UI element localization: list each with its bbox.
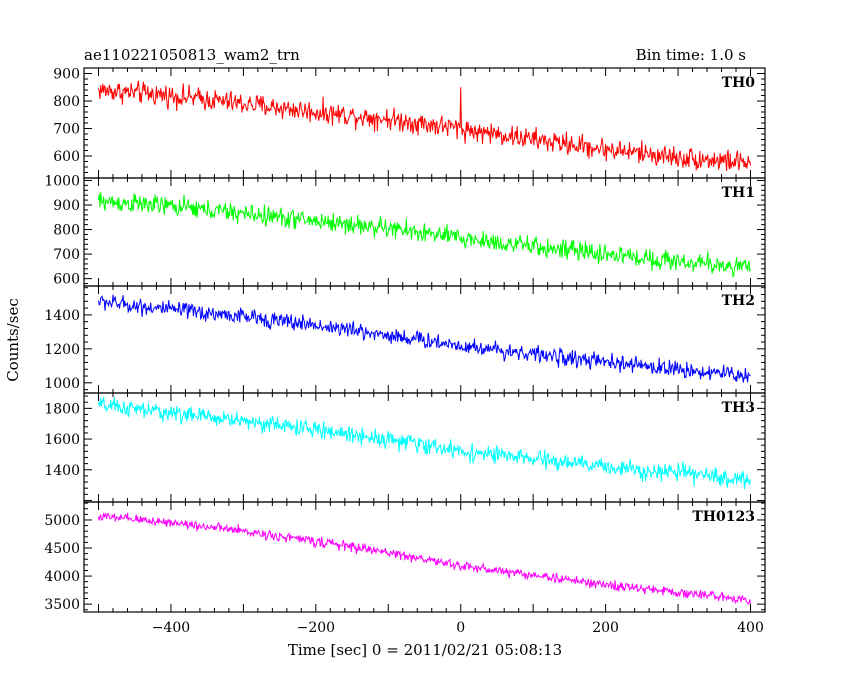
series-line-th0: [98, 80, 751, 171]
y-tick-label: 1800: [44, 401, 80, 417]
y-tick-label: 700: [53, 122, 80, 138]
y-tick-label: 4000: [44, 569, 80, 585]
series-line-th2: [98, 294, 751, 383]
y-tick-label: 3500: [44, 597, 80, 613]
y-tick-label: 600: [53, 149, 80, 165]
y-tick-label: 1400: [44, 308, 80, 324]
y-tick-label: 700: [53, 247, 80, 263]
chart-title: ae110221050813_wam2_trn: [84, 46, 300, 64]
y-tick-label: 900: [53, 67, 80, 83]
y-tick-label: 800: [53, 94, 80, 110]
series-line-th1: [98, 192, 751, 278]
y-tick-label: 600: [53, 272, 80, 288]
series-line-th0123: [98, 512, 751, 606]
panels-group: 600 700 800 900 TH0 600 700 800 900 1000 TH1 1000 12…: [44, 67, 766, 613]
y-tick-label: 800: [53, 223, 80, 239]
panel-th0: 600 700 800 900 TH0: [53, 67, 766, 179]
series-line-th3: [98, 396, 751, 490]
y-tick-label: 1000: [44, 173, 80, 189]
y-tick-label: 900: [53, 198, 80, 214]
panel-th0123: 3500 4000 4500 5000 TH0123: [44, 501, 766, 613]
x-tick-label: 0: [456, 620, 465, 636]
x-tick-label: 400: [737, 620, 764, 636]
panel-label-th1: TH1: [722, 185, 755, 201]
panel-th3: 1400 1600 1800 TH3: [44, 392, 766, 503]
panel-th2: 1000 1200 1400 TH2: [44, 285, 766, 394]
x-axis-label: Time [sec] 0 = 2011/02/21 05:08:13: [288, 641, 562, 659]
y-axis-label: Counts/sec: [4, 298, 22, 382]
panel-label-th0: TH0: [722, 75, 756, 91]
panel-label-th2: TH2: [722, 293, 755, 309]
y-tick-label: 1600: [44, 432, 80, 448]
y-tick-label: 5000: [44, 513, 80, 529]
panel-label-th3: TH3: [722, 400, 755, 416]
x-tick-label: 200: [592, 620, 619, 636]
panel-frame: [83, 501, 766, 613]
x-axis: −400 −200 0 200 400: [152, 620, 764, 636]
y-tick-label: 4500: [44, 541, 80, 557]
y-tick-label: 1200: [44, 342, 80, 358]
bin-time-label: Bin time: 1.0 s: [636, 46, 746, 64]
x-tick-label: −200: [297, 620, 335, 636]
y-tick-label: 1400: [44, 463, 80, 479]
panel-th1: 600 700 800 900 1000 TH1: [44, 173, 766, 288]
panel-label-th0123: TH0123: [692, 509, 755, 525]
x-tick-label: −400: [152, 620, 190, 636]
y-tick-label: 1000: [44, 376, 80, 392]
